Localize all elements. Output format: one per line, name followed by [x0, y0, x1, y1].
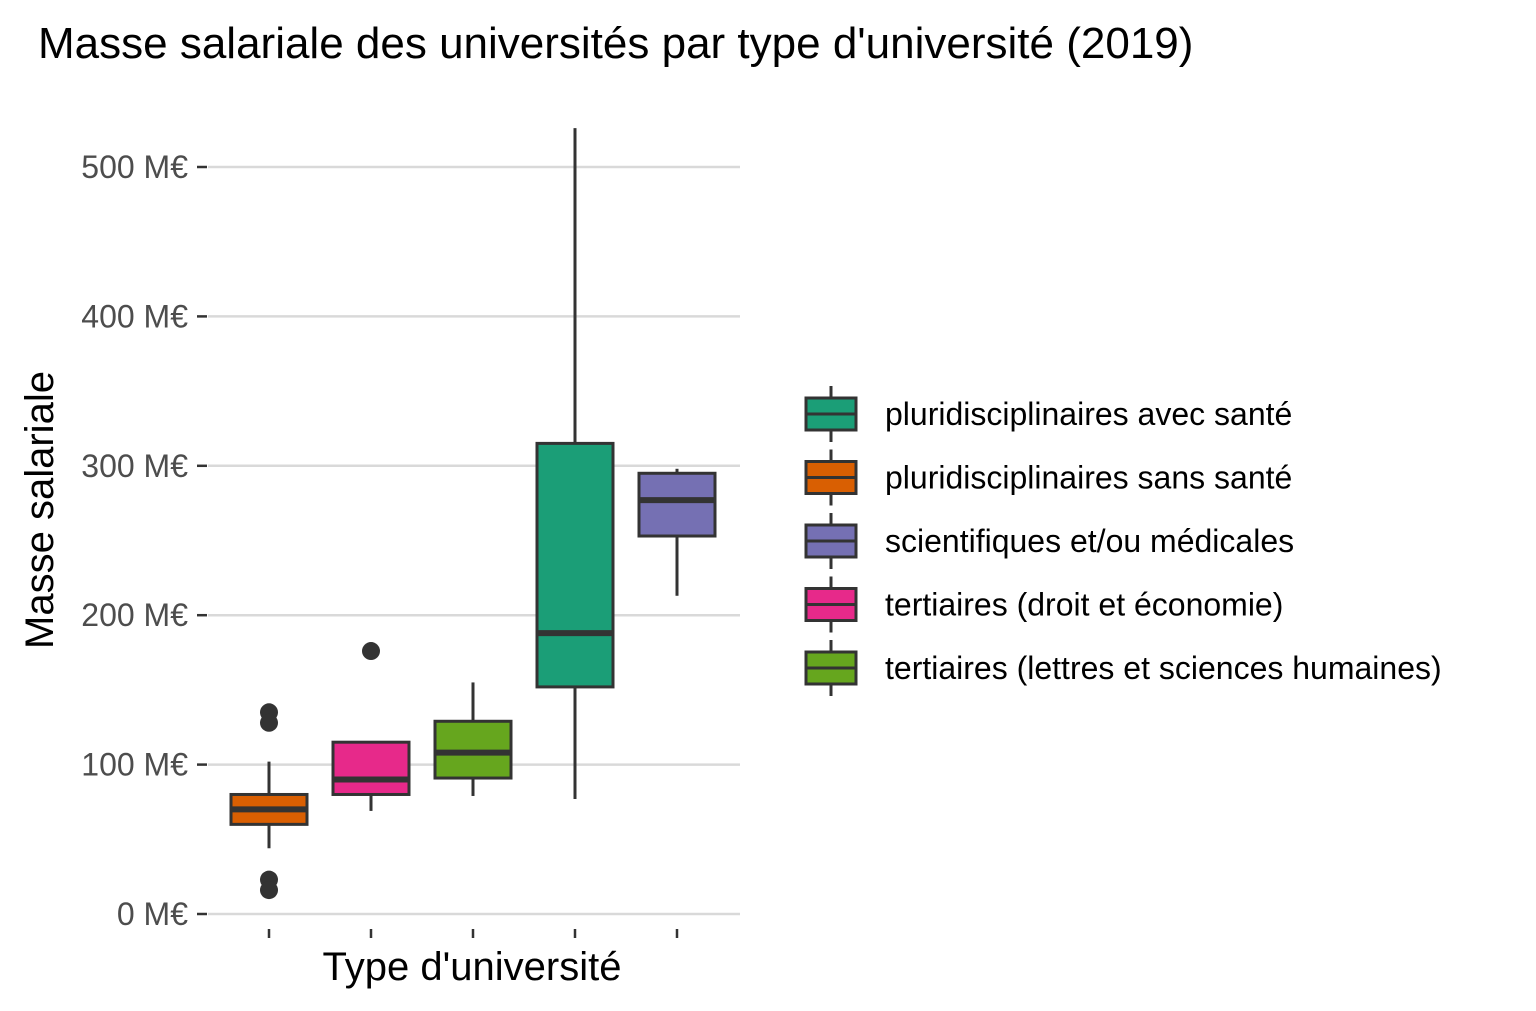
outlier-point: [260, 881, 278, 900]
y-tick-label: 500 M€: [81, 149, 188, 185]
legend-label: scientifiques et/ou médicales: [885, 523, 1294, 559]
legend-item: tertiaires (lettres et sciences humaines…: [804, 640, 1442, 696]
boxes: [229, 128, 717, 900]
legend-label: pluridisciplinaires sans santé: [885, 460, 1292, 496]
legend-label: tertiaires (droit et économie): [885, 587, 1283, 623]
outlier-point: [362, 642, 380, 661]
legend-item: tertiaires (droit et économie): [804, 576, 1283, 633]
legend-item: scientifiques et/ou médicales: [804, 513, 1294, 569]
y-tick-label: 300 M€: [81, 448, 188, 484]
outlier-point: [260, 713, 278, 732]
x-axis-title: Type d'université: [323, 945, 622, 989]
x-axis: [267, 929, 679, 938]
y-tick-label: 400 M€: [81, 298, 188, 334]
legend-label: tertiaires (lettres et sciences humaines…: [885, 650, 1442, 686]
box-body: [331, 740, 411, 796]
chart-title: Masse salariale des universités par type…: [38, 19, 1193, 68]
legend-item: pluridisciplinaires avec santé: [804, 386, 1292, 442]
y-tick-label: 0 M€: [117, 896, 188, 932]
y-axis-title: Masse salariale: [18, 371, 62, 649]
y-axis: 0 M€ 100 M€ 200 M€ 300 M€ 400 M€ 500 M€: [81, 149, 207, 932]
box-5: [637, 468, 717, 596]
y-tick-label: 100 M€: [81, 747, 188, 783]
legend-label: pluridisciplinaires avec santé: [885, 396, 1292, 432]
legend: pluridisciplinaires avec santé pluridisci…: [804, 386, 1442, 696]
box-3: [433, 682, 513, 796]
box-2: [331, 642, 411, 811]
legend-item: pluridisciplinaires sans santé: [804, 449, 1292, 506]
box-body: [535, 441, 615, 689]
y-tick-label: 200 M€: [81, 597, 188, 633]
box-4: [535, 128, 615, 799]
box-1: [229, 703, 309, 900]
box-body: [637, 471, 717, 538]
grid-lines: [208, 165, 740, 916]
